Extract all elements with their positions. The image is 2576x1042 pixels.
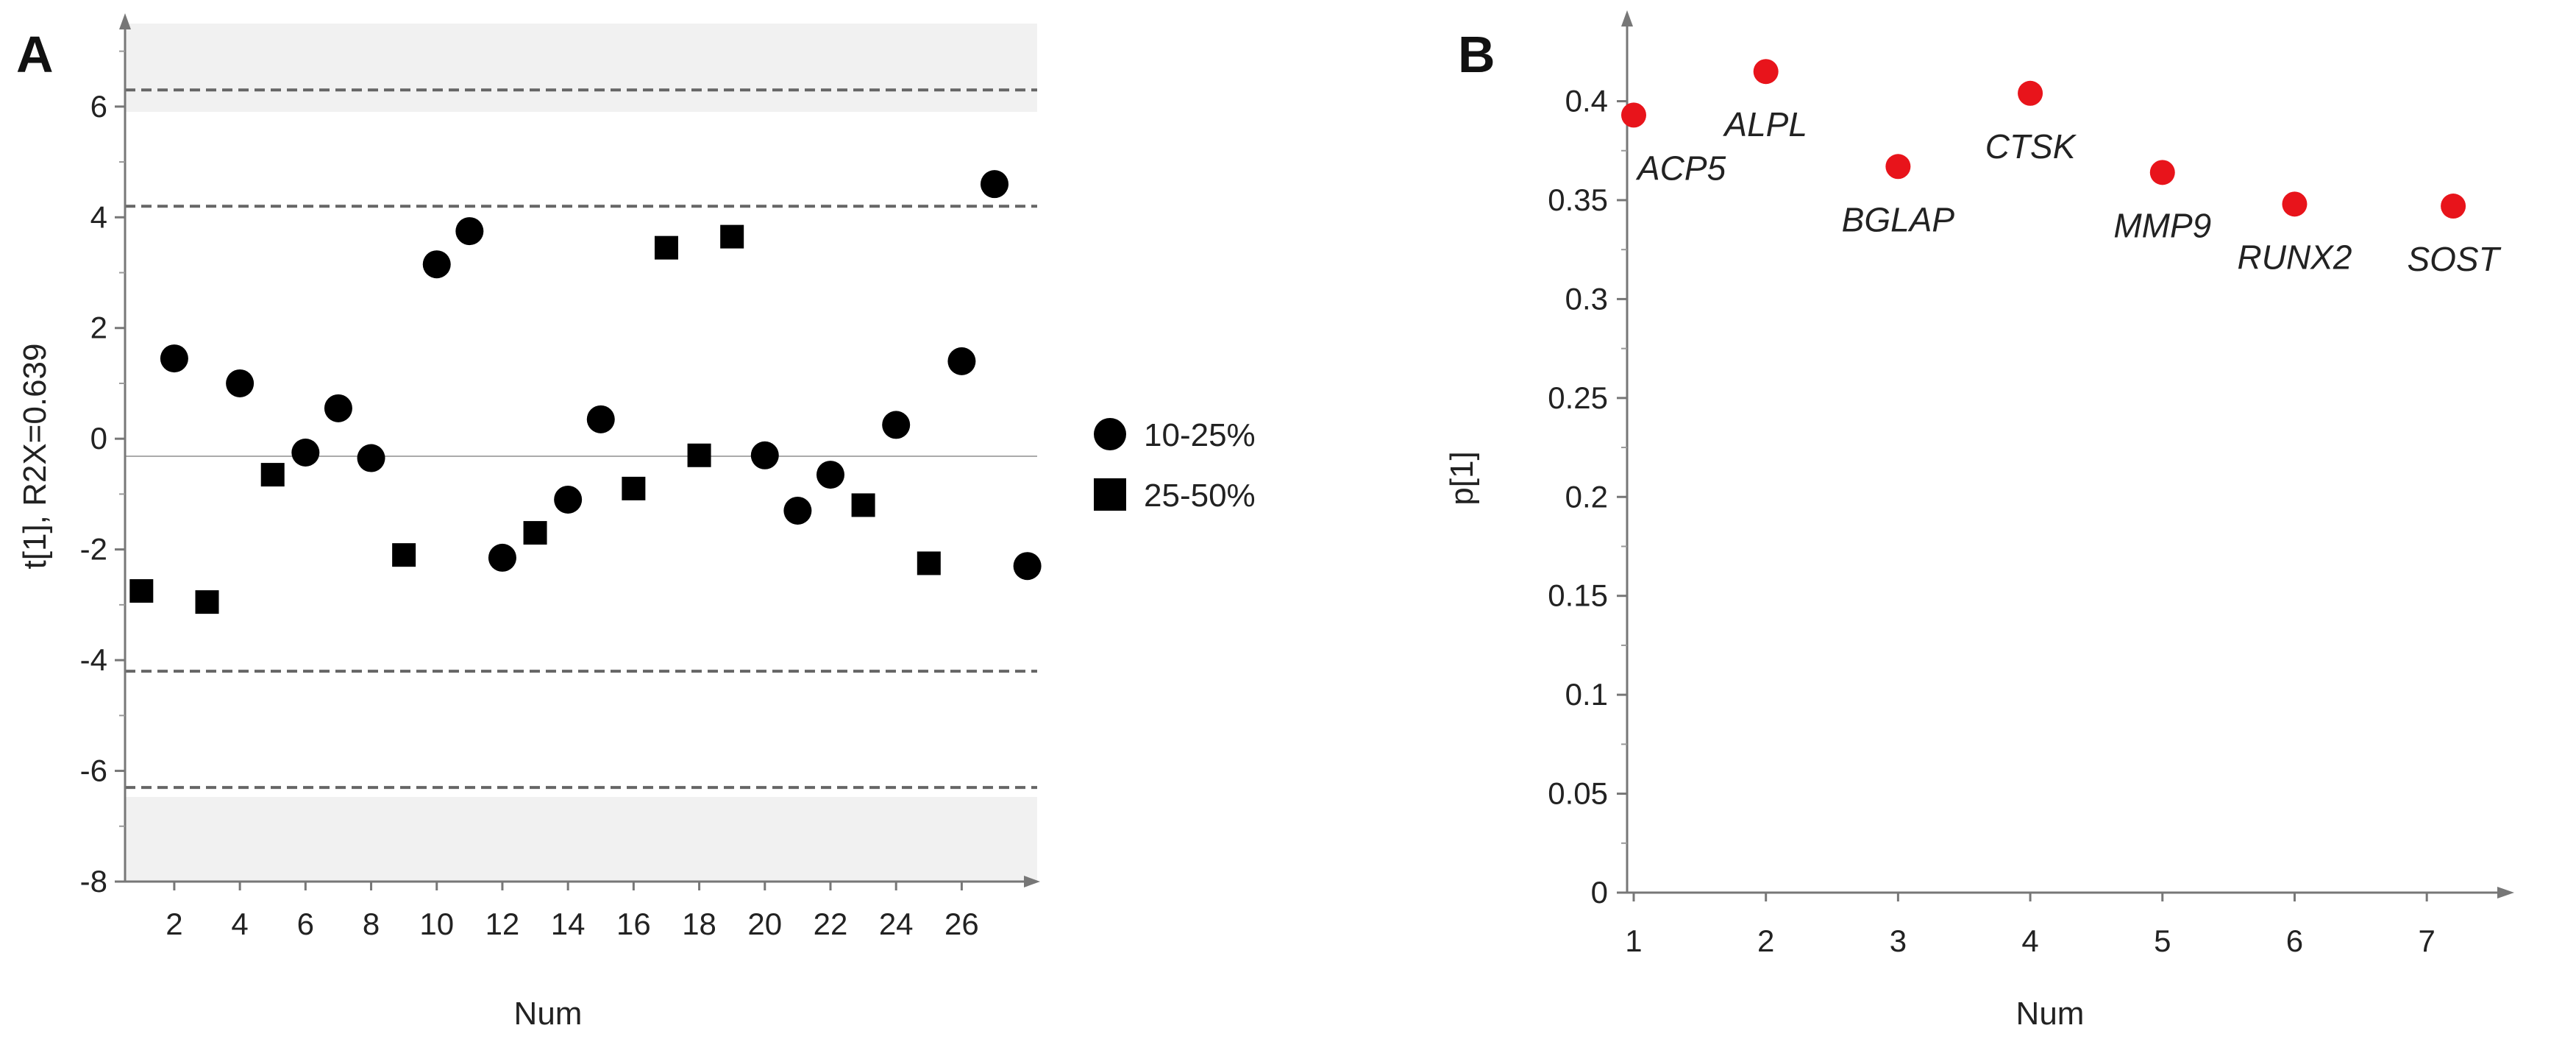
data-point-bglap xyxy=(1885,154,1911,180)
data-point-square xyxy=(917,551,941,575)
gene-label-alpl: ALPL xyxy=(1722,105,1807,143)
x-tick-label-a: 16 xyxy=(616,907,651,941)
data-point-circle xyxy=(750,441,779,469)
data-point-circle xyxy=(981,170,1009,199)
y-tick-label-a: 0 xyxy=(90,421,107,456)
x-tick-label-a: 24 xyxy=(879,907,914,941)
data-point-circle xyxy=(816,461,844,489)
data-point-square xyxy=(622,476,646,500)
shade-lower-region xyxy=(125,797,1037,882)
panel-b-letter: B xyxy=(1458,26,1495,83)
y-axis-arrow-b xyxy=(1621,10,1633,26)
x-tick-label-b: 6 xyxy=(2286,924,2303,958)
x-tick-label-b: 4 xyxy=(2021,924,2038,958)
y-tick-label-b: 0.35 xyxy=(1548,182,1608,217)
data-point-alpl xyxy=(1753,59,1779,85)
gene-label-sost: SOST xyxy=(2407,240,2501,278)
y-tick-label-a: 6 xyxy=(90,89,107,124)
x-tick-label-a: 2 xyxy=(166,907,182,941)
gene-label-ctsk: CTSK xyxy=(1985,127,2077,166)
data-point-circle xyxy=(357,444,385,472)
x-tick-label-a: 6 xyxy=(297,907,314,941)
x-tick-label-b: 3 xyxy=(1890,924,1907,958)
data-point-square xyxy=(260,463,285,487)
x-tick-label-b: 5 xyxy=(2154,924,2171,958)
y-tick-label-b: 0.4 xyxy=(1565,84,1608,118)
data-point-circle xyxy=(586,405,615,433)
data-point-square xyxy=(851,493,875,517)
x-tick-label-b: 2 xyxy=(1757,924,1774,958)
data-point-square xyxy=(687,443,711,467)
x-tick-label-a: 8 xyxy=(363,907,380,941)
gene-label-acp5: ACP5 xyxy=(1635,149,1726,187)
legend-label-25-50: 25-50% xyxy=(1144,478,1256,514)
y-tick-label-a: -6 xyxy=(80,754,107,788)
data-point-circle xyxy=(455,217,484,246)
y-tick-label-a: 4 xyxy=(90,199,107,234)
legend-label-10-25: 10-25% xyxy=(1144,417,1256,453)
shade-upper-region xyxy=(125,24,1037,112)
y-axis-arrow-a xyxy=(119,13,131,29)
data-point-square xyxy=(392,543,416,567)
x-tick-label-a: 20 xyxy=(747,907,782,941)
data-point-square xyxy=(523,521,547,545)
x-tick-label-a: 12 xyxy=(485,907,520,941)
data-point-runx2 xyxy=(2282,191,2308,217)
x-tick-label-a: 18 xyxy=(682,907,716,941)
legend-marker-circle xyxy=(1094,418,1126,450)
data-point-square xyxy=(654,235,678,260)
data-point-circle xyxy=(882,411,911,439)
data-point-circle xyxy=(422,250,451,279)
data-point-circle xyxy=(160,344,188,373)
y-tick-label-b: 0.05 xyxy=(1548,776,1608,811)
x-tick-label-a: 26 xyxy=(944,907,979,941)
x-tick-label-a: 22 xyxy=(814,907,848,941)
y-tick-label-a: -2 xyxy=(80,532,107,567)
x-axis-arrow-a xyxy=(1024,876,1040,887)
legend-marker-square xyxy=(1094,478,1126,511)
data-point-circle xyxy=(1013,552,1042,581)
x-axis-arrow-b xyxy=(2497,887,2514,899)
x-tick-label-b: 7 xyxy=(2418,924,2435,958)
panel-a-letter: A xyxy=(16,26,54,83)
gene-label-mmp9: MMP9 xyxy=(2113,206,2211,244)
gene-label-runx2: RUNX2 xyxy=(2238,238,2352,276)
y-tick-label-a: 2 xyxy=(90,311,107,345)
x-tick-label-a: 14 xyxy=(551,907,586,941)
y-tick-label-b: 0.1 xyxy=(1565,677,1608,712)
y-axis-title-a: t[1], R2X=0.639 xyxy=(17,344,53,570)
data-point-circle xyxy=(291,439,320,467)
y-tick-label-a: -4 xyxy=(80,642,107,677)
y-tick-label-b: 0.2 xyxy=(1565,479,1608,514)
data-point-circle xyxy=(488,543,516,572)
y-tick-label-b: 0.25 xyxy=(1548,380,1608,415)
data-point-acp5 xyxy=(1620,102,1646,128)
data-point-square xyxy=(720,224,744,249)
data-point-circle xyxy=(947,347,976,375)
x-axis-title-a: Num xyxy=(514,996,583,1032)
data-point-mmp9 xyxy=(2149,160,2175,185)
data-point-ctsk xyxy=(2018,80,2043,106)
x-tick-label-a: 4 xyxy=(231,907,248,941)
x-axis-title-b: Num xyxy=(2016,996,2085,1032)
data-point-square xyxy=(129,579,154,603)
y-tick-label-a: -8 xyxy=(80,864,107,899)
y-axis-title-b: p[1] xyxy=(1444,451,1480,505)
x-tick-label-a: 10 xyxy=(419,907,454,941)
y-tick-label-b: 0 xyxy=(1591,875,1608,910)
data-point-circle xyxy=(324,394,352,422)
gene-label-bglap: BGLAP xyxy=(1842,200,1955,238)
chart-panel-b: 0 0.05 0.1 0.15 0.2 0.25 0.3 0.35 0.4 1 2 3 4 5 6 7 AC… xyxy=(1444,10,2514,1032)
x-tick-label-b: 1 xyxy=(1625,924,1642,958)
data-point-circle xyxy=(554,485,583,514)
y-tick-label-b: 0.3 xyxy=(1565,281,1608,316)
data-point-square xyxy=(195,590,219,614)
data-point-circle xyxy=(783,496,812,525)
y-tick-label-b: 0.15 xyxy=(1548,578,1608,613)
data-point-sost xyxy=(2441,194,2466,219)
data-point-circle xyxy=(226,369,255,397)
